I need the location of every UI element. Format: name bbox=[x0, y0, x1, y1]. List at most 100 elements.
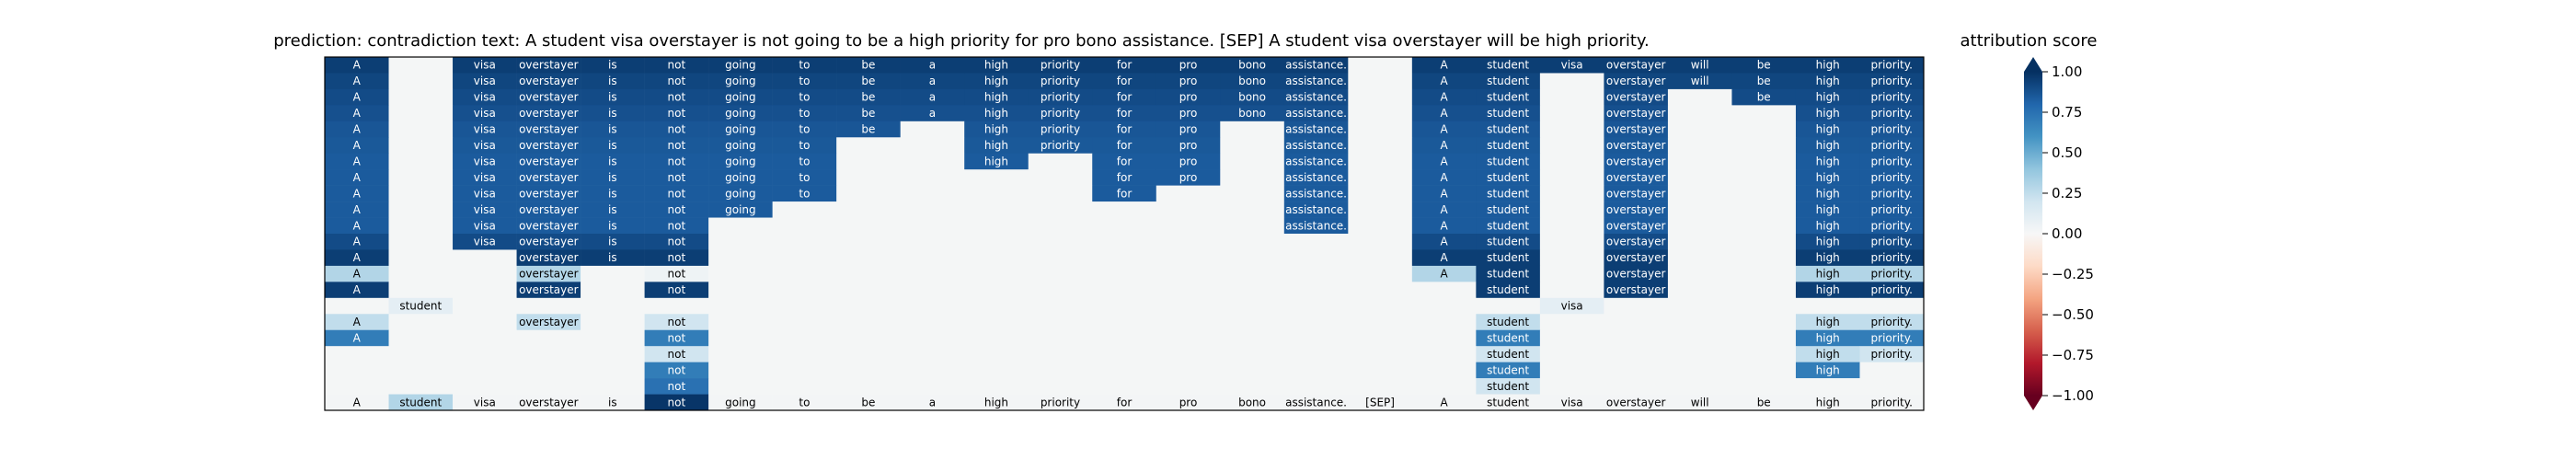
heatmap-cell bbox=[1731, 153, 1797, 170]
cell-token-label: overstayer bbox=[519, 268, 579, 281]
heatmap-cell bbox=[581, 217, 645, 235]
heatmap-cell bbox=[772, 329, 837, 347]
cell-token-label: high bbox=[1816, 203, 1840, 216]
cell-token-label: going bbox=[725, 155, 756, 167]
cell-token-label: high bbox=[1816, 123, 1840, 136]
heatmap-cell bbox=[1667, 378, 1732, 395]
heatmap-cell bbox=[1476, 346, 1541, 362]
cell-token-label: A bbox=[353, 268, 362, 281]
cell-token-label: high bbox=[984, 396, 1008, 408]
heatmap-cell bbox=[1731, 57, 1797, 74]
cell-token-label: not bbox=[668, 75, 686, 87]
heatmap-cell bbox=[1092, 394, 1157, 411]
heatmap-cell bbox=[836, 346, 901, 362]
cell-token-label: overstayer bbox=[519, 107, 579, 120]
heatmap-cell bbox=[1539, 394, 1604, 411]
heatmap-cell bbox=[1156, 121, 1221, 138]
heatmap-cell bbox=[388, 362, 454, 379]
heatmap-cell bbox=[1539, 201, 1604, 218]
heatmap-cell bbox=[1604, 378, 1669, 395]
heatmap-cell bbox=[1411, 153, 1477, 170]
heatmap-cell bbox=[1283, 153, 1349, 170]
heatmap-cell bbox=[644, 234, 709, 250]
cell-token-label: overstayer bbox=[519, 283, 579, 296]
cell-token-label: visa bbox=[474, 236, 496, 248]
heatmap-cell bbox=[1156, 153, 1221, 170]
heatmap-cell bbox=[325, 378, 389, 395]
heatmap-cell bbox=[772, 362, 837, 379]
heatmap-cell bbox=[325, 329, 389, 347]
colorbar-tick-label: 1.00 bbox=[2052, 63, 2082, 80]
cell-token-label: visa bbox=[474, 59, 496, 72]
chart-title: prediction: contradiction text: A studen… bbox=[273, 31, 1650, 51]
heatmap-cell bbox=[1156, 378, 1221, 395]
heatmap-cell bbox=[1731, 314, 1797, 331]
heatmap-cell bbox=[900, 217, 965, 235]
cell-token-label: will bbox=[1691, 75, 1709, 87]
heatmap-cell bbox=[1348, 362, 1413, 379]
heatmap-cell bbox=[1411, 88, 1477, 106]
heatmap-cell bbox=[708, 249, 773, 267]
heatmap-cell bbox=[900, 394, 965, 411]
heatmap-cell bbox=[1476, 249, 1541, 267]
heatmap-cell bbox=[516, 121, 581, 138]
heatmap-cell bbox=[1476, 265, 1541, 282]
heatmap-cell bbox=[1476, 57, 1541, 74]
cell-token-label: be bbox=[1757, 59, 1771, 72]
heatmap-cell bbox=[900, 362, 965, 379]
cell-token-label: priority bbox=[1041, 396, 1080, 408]
heatmap-cell bbox=[1731, 282, 1797, 299]
heatmap-cell bbox=[1604, 169, 1669, 186]
cell-token-label: not bbox=[668, 187, 686, 200]
cell-token-label: not bbox=[668, 91, 686, 104]
heatmap-cell bbox=[453, 394, 517, 411]
heatmap-cell bbox=[900, 234, 965, 250]
heatmap-cell bbox=[1092, 88, 1157, 106]
heatmap-cell bbox=[1348, 265, 1413, 282]
heatmap-cell bbox=[1283, 314, 1349, 331]
heatmap-cell bbox=[1731, 234, 1797, 250]
heatmap-cell bbox=[644, 169, 709, 186]
heatmap-cell bbox=[1411, 201, 1477, 218]
heatmap-cell bbox=[964, 329, 1029, 347]
cell-token-label: assistance. bbox=[1285, 203, 1347, 216]
heatmap-cell bbox=[1667, 137, 1732, 155]
cell-token-label: bono bbox=[1238, 107, 1266, 120]
cell-token-label: A bbox=[353, 59, 362, 72]
heatmap-cell bbox=[516, 282, 581, 299]
cell-token-label: high bbox=[1816, 396, 1840, 408]
heatmap-cell bbox=[1283, 105, 1349, 122]
heatmap-cell bbox=[836, 217, 901, 235]
heatmap-cell bbox=[708, 378, 773, 395]
heatmap-cell bbox=[1539, 282, 1604, 299]
cell-token-label: student bbox=[1487, 283, 1529, 296]
cell-token-label: for bbox=[1117, 59, 1133, 72]
cell-token-label: [SEP] bbox=[1365, 396, 1395, 408]
heatmap-cell bbox=[1283, 394, 1349, 411]
heatmap-cell bbox=[1604, 88, 1669, 106]
cell-token-label: A bbox=[353, 75, 362, 87]
cell-token-label: priority. bbox=[1871, 139, 1913, 152]
heatmap-cell bbox=[516, 73, 581, 90]
cell-token-label: A bbox=[353, 283, 362, 296]
heatmap-cell bbox=[1348, 57, 1413, 74]
heatmap-cell bbox=[516, 394, 581, 411]
cell-token-label: to bbox=[799, 187, 810, 200]
heatmap-cell bbox=[772, 346, 837, 362]
heatmap-cell bbox=[836, 88, 901, 106]
heatmap-cell bbox=[1476, 217, 1541, 235]
heatmap-cell bbox=[644, 185, 709, 202]
heatmap-cell bbox=[1283, 217, 1349, 235]
heatmap-cell bbox=[1028, 378, 1093, 395]
cell-token-label: visa bbox=[474, 219, 496, 232]
heatmap-cell bbox=[1028, 249, 1093, 267]
cell-token-label: pro bbox=[1179, 91, 1198, 104]
heatmap-cell bbox=[1028, 297, 1093, 315]
heatmap-cell bbox=[1092, 217, 1157, 235]
cell-token-label: going bbox=[725, 59, 756, 72]
heatmap-cell bbox=[644, 201, 709, 218]
cell-token-label: priority bbox=[1041, 139, 1080, 152]
heatmap-cell bbox=[1539, 185, 1604, 202]
heatmap-cell bbox=[325, 217, 389, 235]
